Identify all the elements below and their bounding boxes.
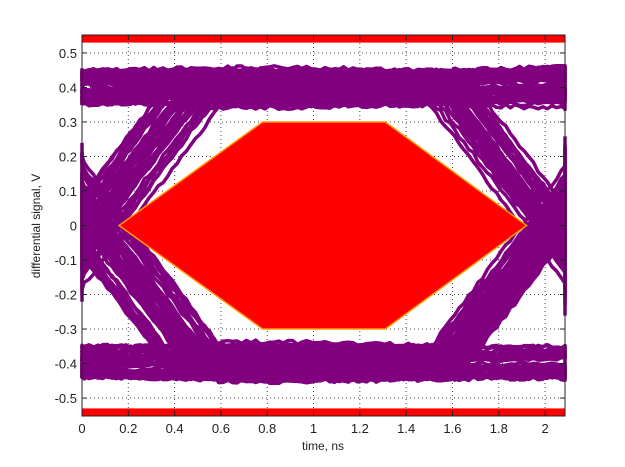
- x-tick-label: 0.8: [258, 421, 276, 436]
- y-tick-label: -0.5: [55, 391, 77, 406]
- x-tick-label: 1.8: [490, 421, 508, 436]
- eye-trace: [80, 181, 567, 382]
- x-axis-label: time, ns: [302, 439, 344, 453]
- y-tick-label: -0.3: [55, 322, 77, 337]
- y-tick-label: -0.1: [55, 253, 77, 268]
- y-tick-label: 0.2: [59, 149, 77, 164]
- y-axis-label: differential signal, V: [29, 174, 43, 279]
- eye-mask-hexagon: [117, 121, 528, 330]
- x-tick-label: 1.2: [351, 421, 369, 436]
- x-tick-label: 0.4: [166, 421, 184, 436]
- x-tick-label: 0.2: [119, 421, 137, 436]
- x-tick-label: 0.6: [212, 421, 230, 436]
- y-axis: 0.5 0.4 0.3 0.2 0.1 0 -0.1 -0.2 -0.3 -0.4 -0.5: [55, 46, 565, 406]
- y-tick-label: 0.1: [59, 184, 77, 199]
- eye-traces: [80, 63, 567, 386]
- eye-trace: [80, 206, 567, 358]
- x-tick-label: 1.6: [443, 421, 461, 436]
- eye-trace: [80, 86, 567, 99]
- eye-trace: [80, 189, 567, 365]
- y-tick-label: 0.3: [59, 115, 77, 130]
- lower-mask-band: [82, 408, 565, 416]
- eye-trace: [80, 197, 567, 375]
- x-axis: 0 0.2 0.4 0.6 0.8 1 1.2 1.4 1.6 1.8 2: [78, 35, 549, 436]
- x-tick-label: 1.4: [397, 421, 415, 436]
- y-tick-label: 0.4: [59, 80, 77, 95]
- upper-mask-band: [82, 35, 565, 43]
- eye-trace: [80, 72, 567, 279]
- eye-mask: [82, 35, 565, 416]
- x-tick-label: 2: [541, 421, 548, 436]
- y-tick-label: 0: [70, 219, 77, 234]
- eye-trace: [80, 64, 567, 78]
- eye-trace: [80, 86, 567, 298]
- x-tick-label: 0: [78, 421, 85, 436]
- y-tick-label: -0.2: [55, 288, 77, 303]
- y-tick-label: 0.5: [59, 46, 77, 61]
- eye-trace: [80, 69, 567, 84]
- eye-trace: [80, 200, 567, 382]
- y-tick-label: -0.4: [55, 357, 77, 372]
- eye-trace: [80, 79, 567, 257]
- x-tick-label: 1: [310, 421, 317, 436]
